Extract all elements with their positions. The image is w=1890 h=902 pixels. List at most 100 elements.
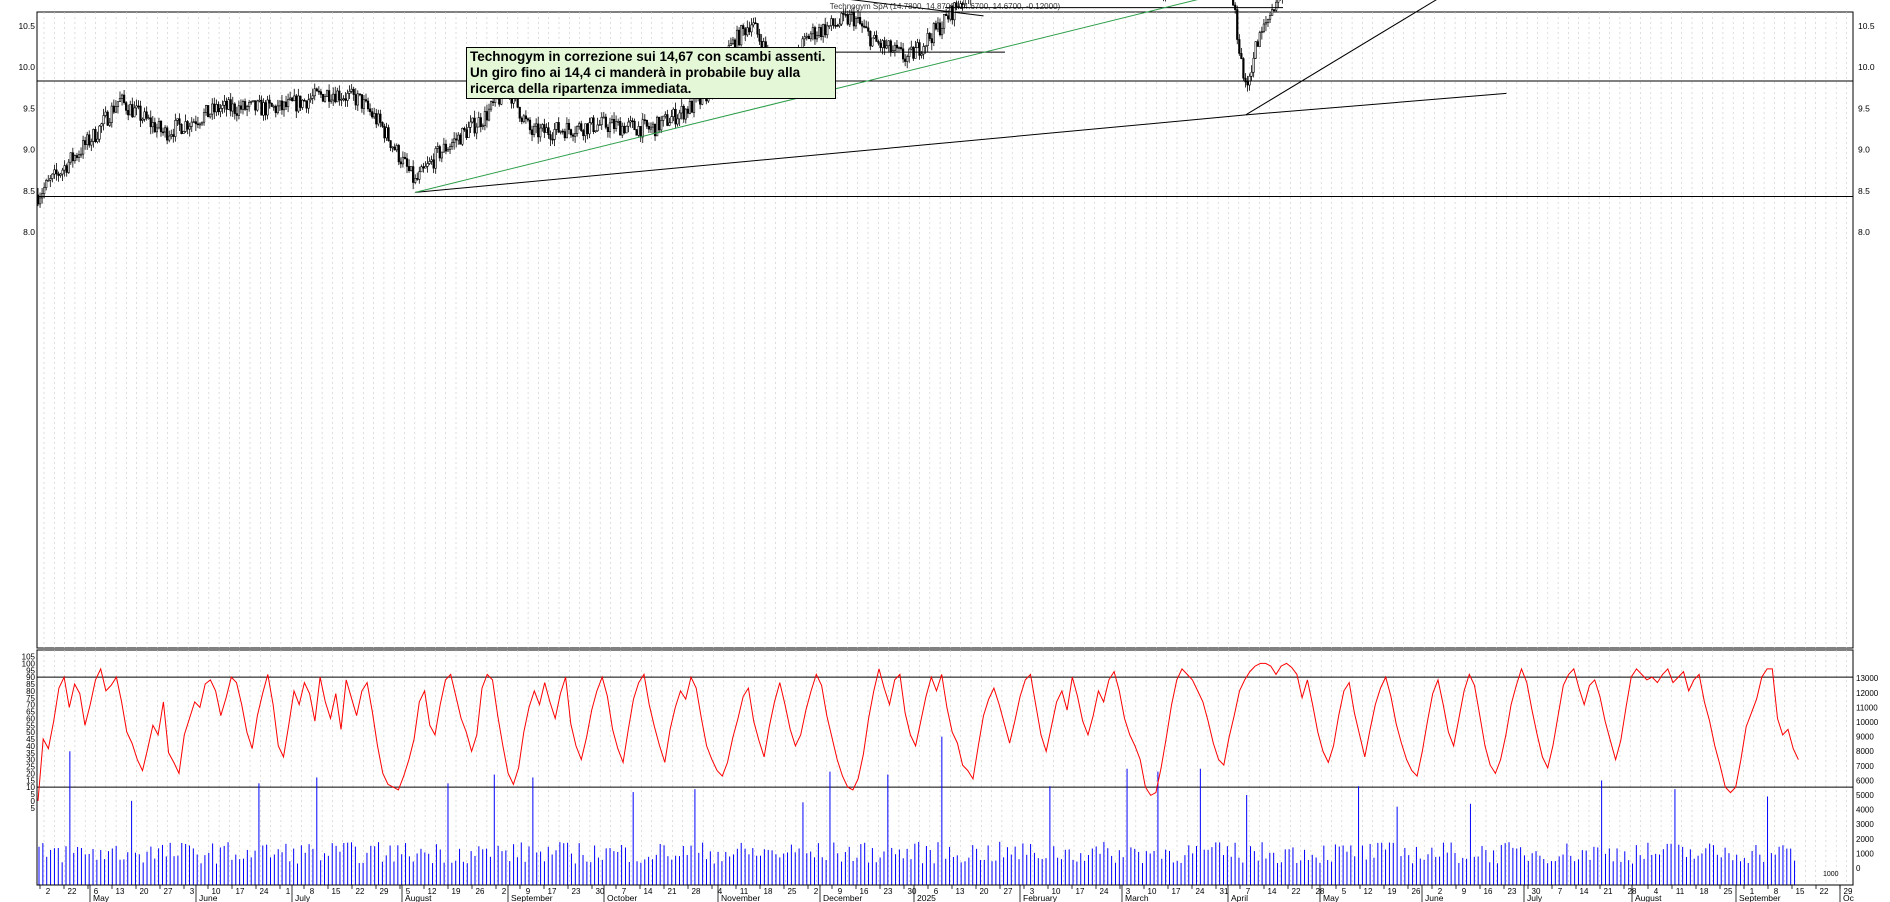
x-day-label: 29	[1844, 887, 1853, 896]
candle-body	[457, 134, 460, 141]
candle-body	[904, 58, 907, 62]
x-month-label: October	[607, 893, 637, 902]
candle-body	[284, 101, 288, 108]
price-tick-label-right: 8.5	[1858, 186, 1870, 196]
candle-body	[246, 106, 249, 110]
candle-body	[928, 33, 931, 39]
x-month-label: May	[1323, 893, 1340, 902]
volume-tick-label: 4000	[1856, 806, 1874, 815]
candle-body	[319, 91, 323, 95]
candle-body	[223, 100, 226, 106]
x-day-label: 10	[1052, 887, 1061, 896]
candle-body	[854, 18, 858, 27]
x-day-label: 14	[644, 887, 653, 896]
candle-body	[90, 141, 93, 146]
candle-body	[1236, 9, 1239, 40]
candle-body	[565, 122, 568, 139]
candle-body	[863, 25, 866, 28]
candle-body	[166, 127, 169, 141]
candle-body	[817, 27, 821, 36]
price-tick-label-right: 10.5	[1858, 21, 1875, 31]
oscillator-tick-label: 95	[26, 666, 35, 675]
candle-body	[393, 146, 396, 151]
candle-body	[71, 152, 74, 162]
candle-body	[621, 125, 624, 136]
x-month-label: November	[721, 893, 760, 902]
x-day-label: 20	[980, 887, 989, 896]
candle-body	[100, 123, 103, 127]
candle-body	[924, 45, 927, 48]
candle-body	[535, 123, 538, 127]
x-day-label: 7	[622, 887, 627, 896]
candle-body	[543, 124, 546, 133]
candle-body	[143, 111, 146, 120]
candle-body	[658, 116, 661, 131]
x-day-label: 11	[740, 887, 749, 896]
candle-body	[174, 120, 177, 137]
candle-body	[133, 107, 136, 118]
x-day-label: 13	[116, 887, 125, 896]
candle-body	[79, 153, 83, 156]
candle-body	[840, 13, 843, 25]
candle-body	[106, 111, 109, 126]
candle-body	[381, 122, 384, 127]
volume-scale-label: 1000	[1823, 871, 1839, 878]
candle-body	[537, 123, 540, 138]
candle-body	[112, 105, 115, 113]
candle-body	[559, 130, 562, 133]
candle-body	[53, 169, 56, 175]
volume-tick-label: 8000	[1856, 747, 1874, 756]
x-day-label: 17	[1076, 887, 1085, 896]
candle-body	[205, 105, 208, 113]
candle-body	[602, 116, 605, 119]
candle-body	[809, 33, 812, 40]
candle-body	[473, 117, 476, 134]
candle-body	[92, 129, 95, 142]
candle-body	[961, 3, 964, 5]
candle-body	[270, 102, 273, 107]
candle-body	[594, 130, 597, 133]
candle-body	[672, 108, 675, 117]
candle-body	[455, 138, 458, 141]
candle-body	[340, 99, 343, 101]
candle-body	[360, 94, 364, 109]
oscillator-tick-label: 85	[26, 680, 35, 689]
candle-body	[573, 133, 577, 137]
candle-body	[596, 124, 599, 132]
candle-body	[147, 117, 150, 120]
x-month-label: May	[93, 893, 110, 902]
candle-body	[446, 148, 450, 152]
candle-body	[889, 40, 892, 53]
x-day-label: 2	[1438, 887, 1443, 896]
price-tick-label-right: 8.0	[1858, 227, 1870, 237]
x-day-label: 27	[1004, 887, 1013, 896]
candle-body	[243, 101, 247, 110]
price-tick-label-left: 10.5	[18, 21, 35, 31]
x-day-label: 21	[668, 887, 677, 896]
candle-body	[248, 102, 251, 107]
candle-body	[418, 171, 421, 180]
candle-body	[217, 104, 220, 113]
candle-body	[182, 131, 185, 134]
candle-body	[73, 155, 76, 162]
oscillator-tick-label: 55	[26, 721, 35, 730]
x-day-label: 2	[46, 887, 51, 896]
candle-body	[1277, 0, 1280, 3]
candle-body	[895, 44, 899, 49]
candle-body	[157, 120, 161, 129]
candle-body	[131, 104, 134, 118]
candle-body	[219, 108, 222, 113]
candle-body	[906, 56, 909, 62]
candle-body	[1244, 77, 1247, 83]
candle-body	[330, 99, 333, 102]
x-day-label: 10	[1148, 887, 1157, 896]
candle-body	[897, 47, 901, 49]
candle-body	[125, 102, 128, 111]
x-day-label: 24	[260, 887, 269, 896]
candle-body	[539, 127, 542, 138]
candle-body	[528, 119, 532, 131]
candle-body	[467, 126, 470, 139]
candle-body	[653, 123, 657, 137]
candle-body	[871, 37, 874, 47]
candle-body	[893, 44, 896, 51]
